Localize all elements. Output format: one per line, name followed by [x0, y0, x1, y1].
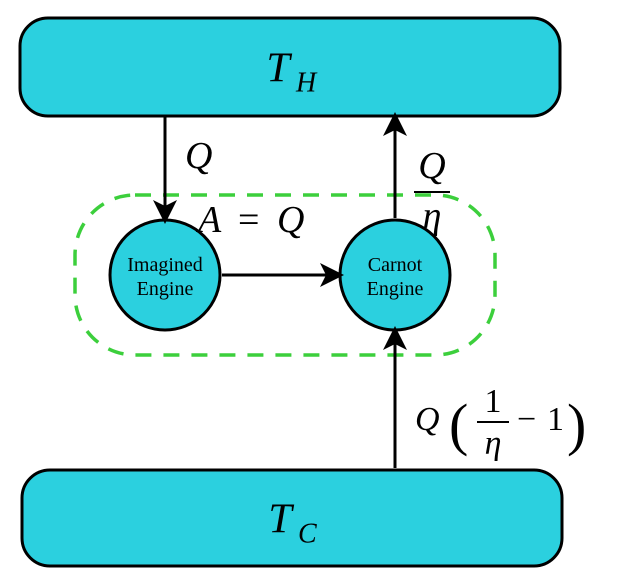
cold-reservoir-sub: C [298, 519, 317, 550]
label-cold-minus: − [517, 401, 536, 438]
carnot-engine-line1: Carnot [368, 254, 423, 276]
imagined-engine-line1: Imagined [127, 254, 203, 276]
hot-reservoir-sub: H [295, 68, 318, 99]
label-cold-one: 1 [547, 401, 564, 438]
carnot-engine-line2: Engine [367, 278, 424, 300]
label-cold-open-paren: ( [449, 392, 468, 457]
label-cold-frac-num: 1 [485, 383, 502, 420]
hot-reservoir [20, 18, 560, 116]
label-Q-over-eta-num: Q [418, 145, 445, 187]
label-Q-over-eta-den: η [423, 195, 442, 237]
label-cold-close-paren: ) [567, 392, 586, 457]
label-A-eq-Q: A = Q [195, 199, 304, 241]
hot-reservoir-label: T [266, 46, 292, 92]
cold-reservoir-label: T [268, 497, 294, 543]
label-cold-frac-den: η [485, 425, 502, 462]
label-cold-Q: Q [415, 401, 440, 438]
label-Q-hot: Q [185, 135, 212, 177]
imagined-engine-line2: Engine [137, 278, 194, 300]
cold-reservoir [22, 470, 562, 566]
